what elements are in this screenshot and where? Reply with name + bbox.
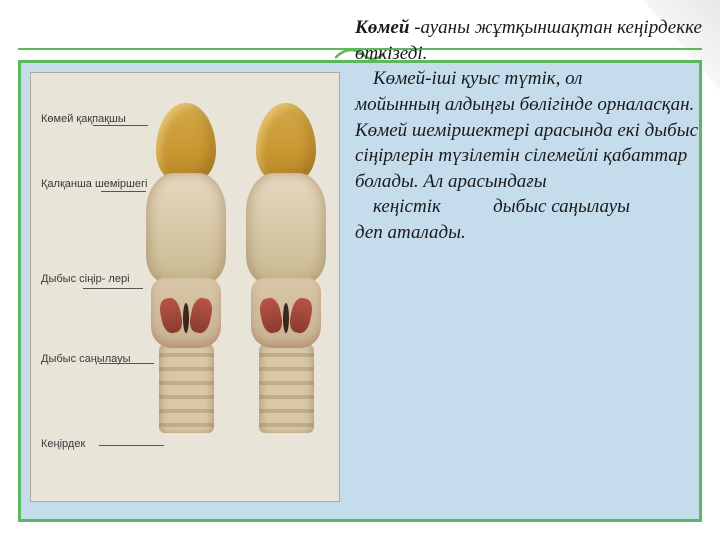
- label-vocal-cords: Дыбыс сіңір- лері: [41, 273, 130, 286]
- title-word: Көмей: [355, 17, 409, 38]
- body-text: Көмей -ауаны жұтқыншақтан кеңірдекке өтк…: [355, 15, 705, 246]
- vocal-cords-shape: [251, 278, 321, 348]
- leader-line: [99, 445, 164, 446]
- leader-line: [83, 288, 143, 289]
- label-epiglottis: Көмей қақпақшы: [41, 113, 126, 126]
- trachea-shape: [159, 343, 214, 433]
- thyroid-cartilage-shape: [246, 173, 326, 283]
- leader-line: [101, 191, 146, 192]
- p3-line1: кеңістік дыбыс саңылауы: [355, 194, 705, 220]
- label-trachea: Кеңірдек: [41, 438, 85, 451]
- leader-line: [93, 125, 148, 126]
- vocal-cords-shape: [151, 278, 221, 348]
- larynx-posterior: [231, 103, 341, 471]
- p3-line2: деп аталады.: [355, 220, 705, 246]
- label-thyroid: Қалқанша шеміршегі: [41, 178, 147, 191]
- anatomy-diagram: Көмей қақпақшы Қалқанша шеміршегі Дыбыс …: [30, 72, 340, 502]
- glottis-shape: [283, 303, 289, 333]
- p2-line1: Көмей-іші қуыс түтік, ол: [355, 66, 705, 92]
- larynx-anterior: [131, 103, 241, 471]
- thyroid-cartilage-shape: [146, 173, 226, 283]
- trachea-shape: [259, 343, 314, 433]
- p2-body: мойынның алдыңғы бөлігінде орналасқан. К…: [355, 92, 705, 195]
- leader-line: [99, 363, 154, 364]
- epiglottis-shape: [156, 103, 216, 183]
- paragraph-1: Көмей -ауаны жұтқыншақтан кеңірдекке өтк…: [355, 15, 705, 66]
- glottis-shape: [183, 303, 189, 333]
- epiglottis-shape: [256, 103, 316, 183]
